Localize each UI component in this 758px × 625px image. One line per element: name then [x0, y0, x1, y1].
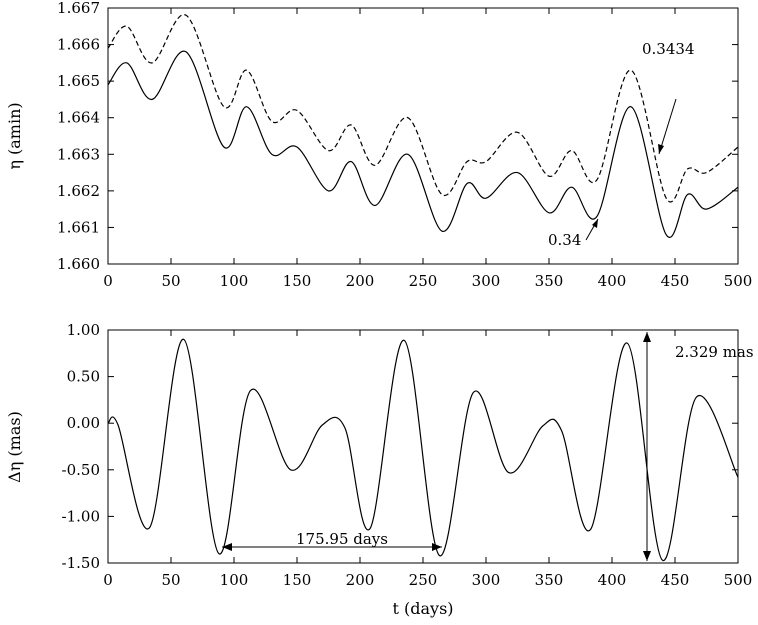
top-y-tick-label: 1.663	[57, 145, 100, 163]
bottom-x-tick-label: 0	[103, 571, 113, 589]
bottom-x-tick-label: 150	[283, 571, 312, 589]
bottom-x-tick-label: 50	[161, 571, 180, 589]
bottom-x-tick-label: 100	[220, 571, 249, 589]
annotation-amplitude-arrow	[643, 332, 651, 561]
top-x-tick-label: 500	[724, 272, 753, 290]
top-x-tick-label: 0	[103, 272, 113, 290]
annotation-dashed-label: 0.3434	[642, 40, 695, 58]
top-x-tick-label: 350	[535, 272, 564, 290]
top-y-tick-label: 1.664	[57, 109, 100, 127]
bottom-x-tick-label: 500	[724, 571, 753, 589]
bottom-y-tick-label: -0.50	[62, 461, 100, 479]
annotation-amplitude-label: 2.329 mas	[675, 343, 754, 361]
top-x-tick-label: 400	[598, 272, 627, 290]
bottom-ticks: 0 50 100 150 200 250 300 350 400 450 500 1.00 0.50 0.…	[62, 321, 753, 589]
top-series	[107, 14, 739, 238]
top-y-tick-label: 1.662	[57, 182, 100, 200]
top-series-0-line	[107, 14, 739, 203]
top-x-tick-label: 300	[472, 272, 501, 290]
top-x-tick-label: 100	[220, 272, 249, 290]
annotation-solid-label: 0.34	[548, 231, 581, 249]
bottom-y-tick-label: 0.00	[67, 414, 100, 432]
bottom-x-tick-label: 200	[346, 571, 375, 589]
bottom-series-0-line	[107, 338, 739, 561]
annotation-dashed-arrow	[658, 98, 677, 155]
bottom-y-tick-label: 1.00	[67, 321, 100, 339]
bottom-x-tick-label: 400	[598, 571, 627, 589]
annotation-period-label: 175.95 days	[296, 530, 388, 548]
bottom-x-tick-label: 300	[472, 571, 501, 589]
bottom-y-tick-label: -1.50	[62, 554, 100, 572]
top-panel: 0 50 100 150 200 250 300 350 400 450 500 1.660 1.661…	[5, 0, 752, 290]
top-x-tick-label: 50	[161, 272, 180, 290]
top-y-tick-label: 1.660	[57, 255, 100, 273]
top-ticks: 0 50 100 150 200 250 300 350 400 450 500 1.660 1.661…	[57, 0, 752, 290]
bottom-plot-frame	[107, 329, 739, 564]
annotation-period-arrow	[222, 543, 442, 551]
bottom-y-tick-label: 0.50	[67, 368, 100, 386]
top-x-tick-label: 250	[409, 272, 438, 290]
top-x-tick-label: 450	[661, 272, 690, 290]
bottom-x-tick-label: 450	[661, 571, 690, 589]
top-y-tick-label: 1.667	[57, 0, 100, 17]
bottom-x-tick-label: 250	[409, 571, 438, 589]
top-y-axis-label: η (amin)	[5, 102, 24, 169]
top-y-tick-label: 1.661	[57, 218, 100, 236]
bottom-y-axis-label: Δη (mas)	[5, 411, 24, 483]
annotation-solid-arrow	[585, 218, 599, 241]
top-y-tick-label: 1.666	[57, 36, 100, 54]
bottom-y-tick-label: -1.00	[62, 507, 100, 525]
bottom-x-axis-label: t (days)	[392, 599, 453, 618]
bottom-series	[107, 338, 739, 561]
top-x-tick-label: 200	[346, 272, 375, 290]
bottom-panel: 0 50 100 150 200 250 300 350 400 450 500 1.00 0.50 0.…	[5, 321, 754, 618]
top-x-tick-label: 150	[283, 272, 312, 290]
bottom-x-tick-label: 350	[535, 571, 564, 589]
top-y-tick-label: 1.665	[57, 72, 100, 90]
top-series-1-line	[107, 50, 739, 238]
